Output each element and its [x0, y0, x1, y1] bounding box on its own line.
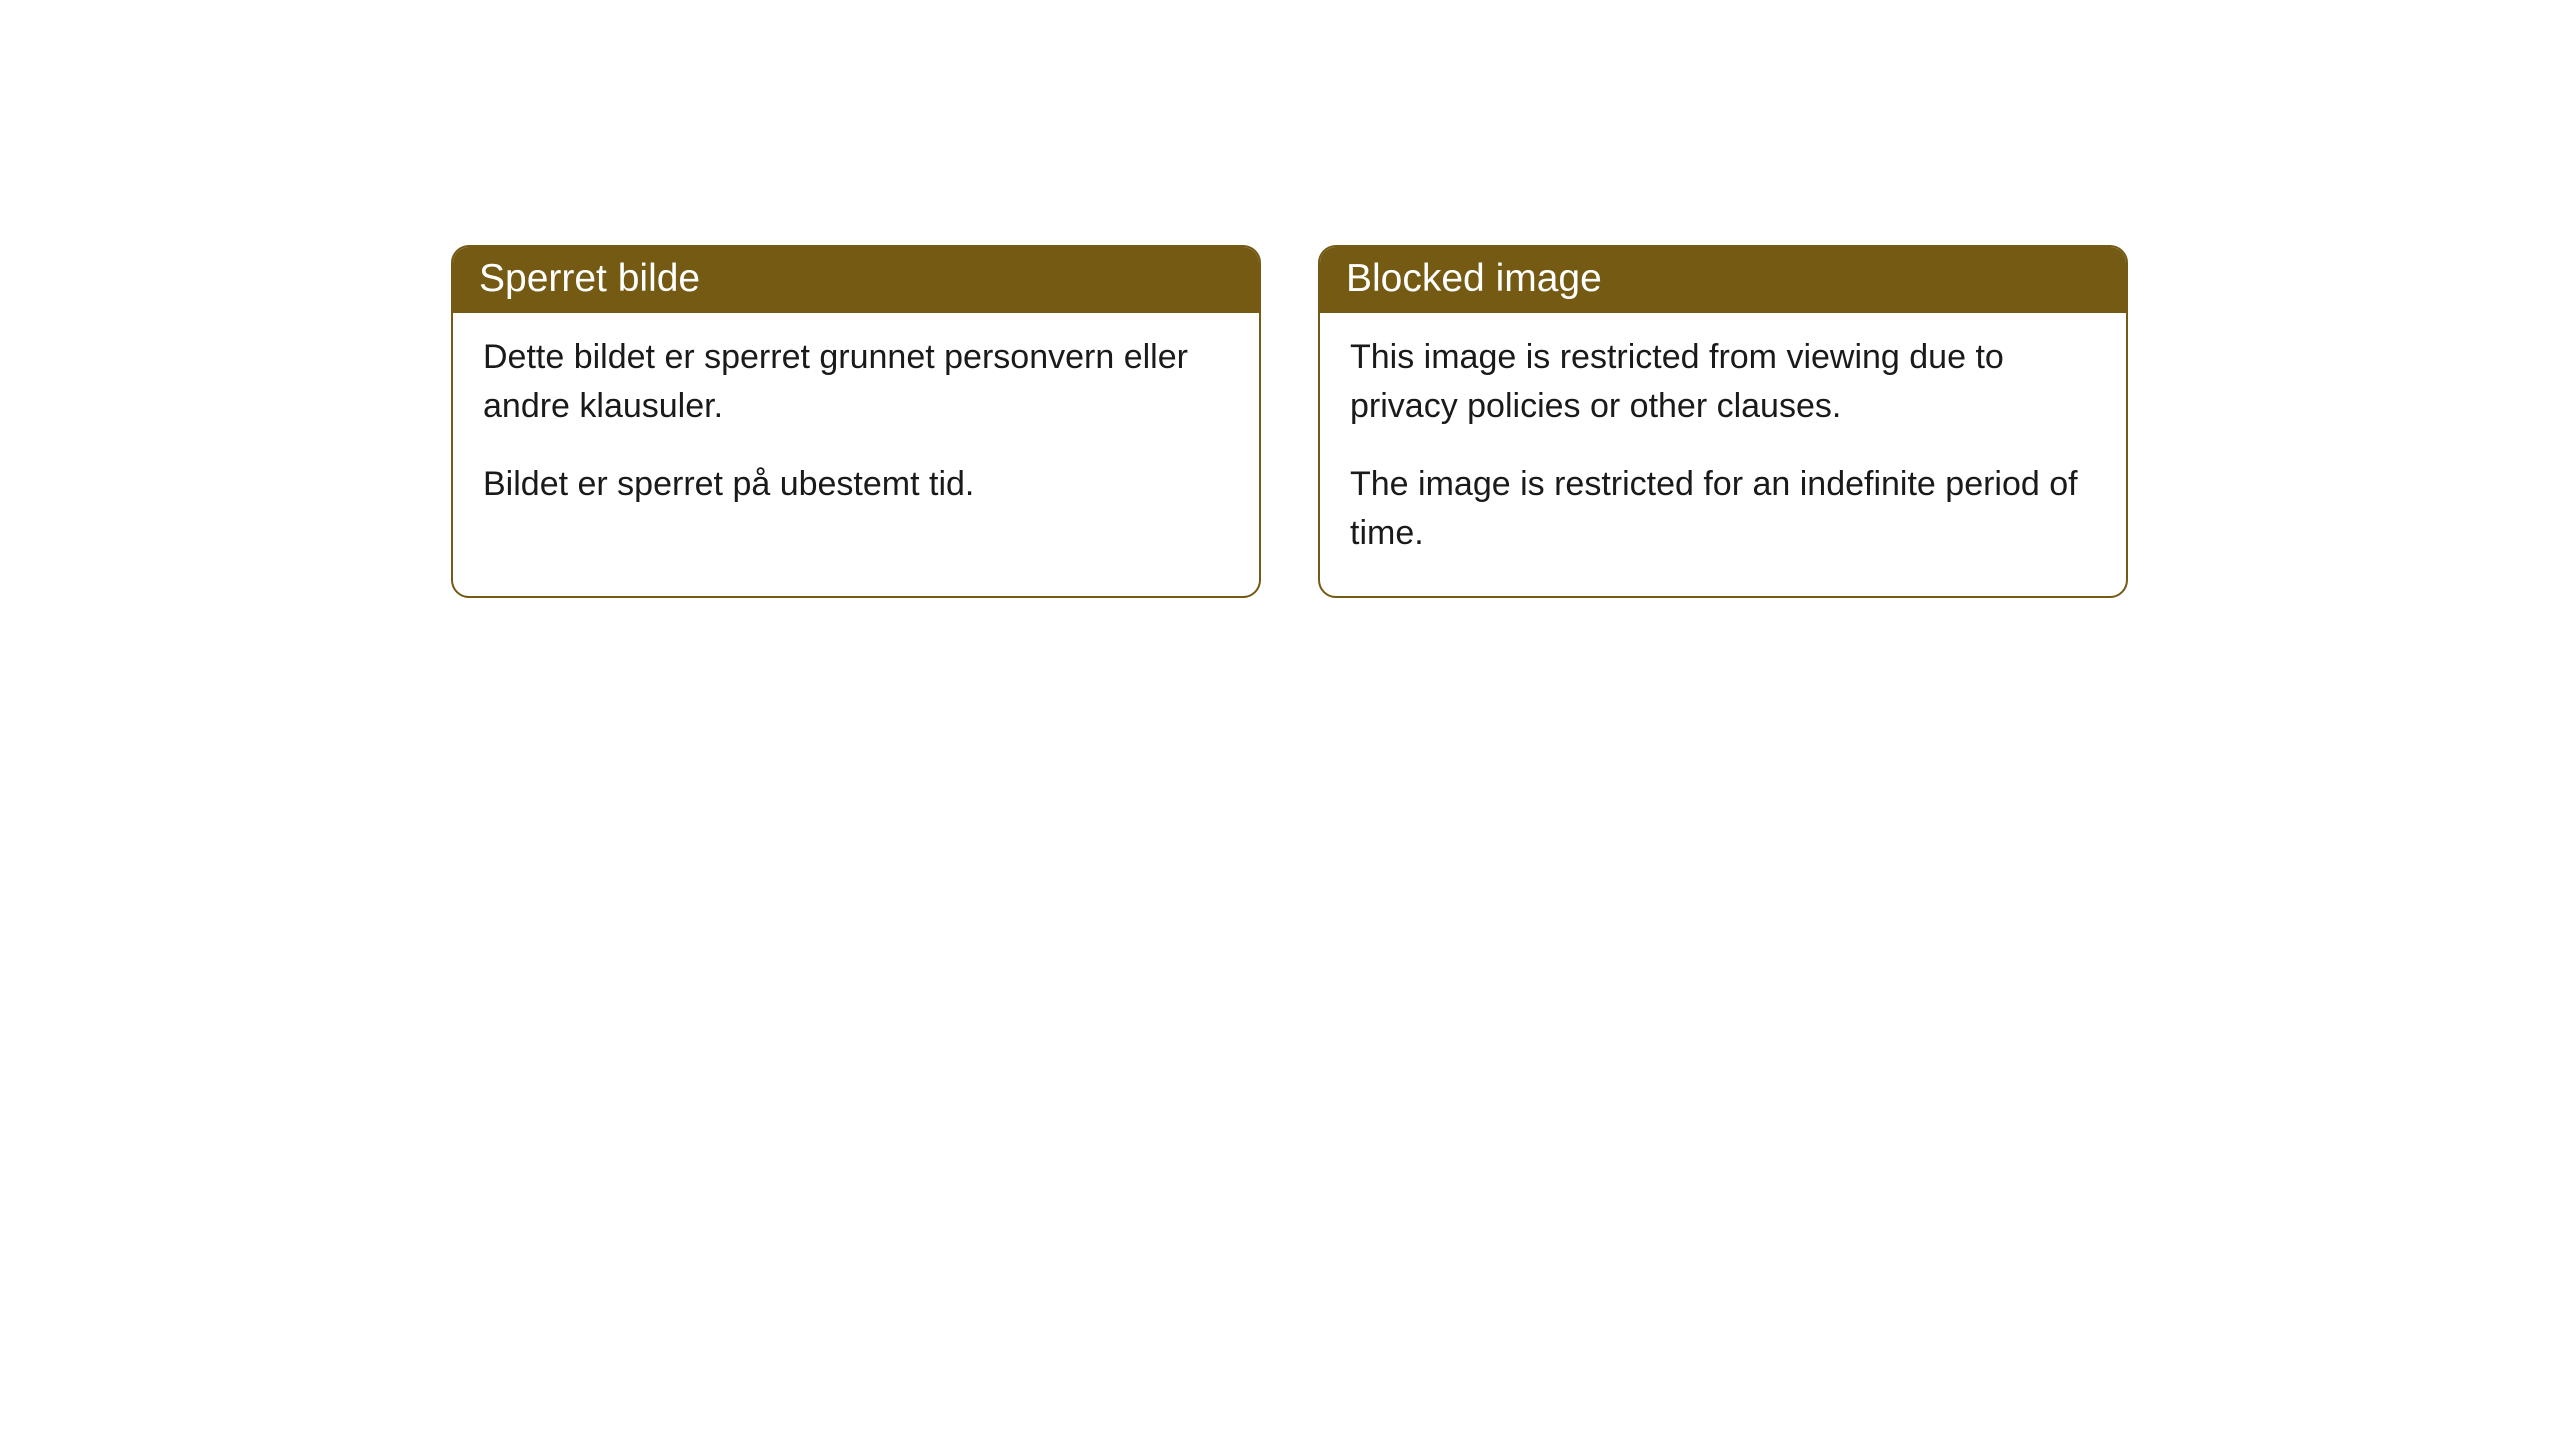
card-paragraph-1: Dette bildet er sperret grunnet personve… — [483, 333, 1229, 432]
card-body-norwegian: Dette bildet er sperret grunnet personve… — [453, 313, 1259, 547]
blocked-image-card-norwegian: Sperret bilde Dette bildet er sperret gr… — [451, 245, 1261, 598]
blocked-image-card-english: Blocked image This image is restricted f… — [1318, 245, 2128, 598]
card-paragraph-2: The image is restricted for an indefinit… — [1350, 460, 2096, 559]
card-header-english: Blocked image — [1320, 247, 2126, 313]
card-header-norwegian: Sperret bilde — [453, 247, 1259, 313]
card-paragraph-1: This image is restricted from viewing du… — [1350, 333, 2096, 432]
notice-cards-container: Sperret bilde Dette bildet er sperret gr… — [451, 245, 2128, 598]
card-body-english: This image is restricted from viewing du… — [1320, 313, 2126, 596]
card-title: Sperret bilde — [479, 257, 700, 300]
card-title: Blocked image — [1346, 257, 1602, 300]
card-paragraph-2: Bildet er sperret på ubestemt tid. — [483, 460, 1229, 509]
